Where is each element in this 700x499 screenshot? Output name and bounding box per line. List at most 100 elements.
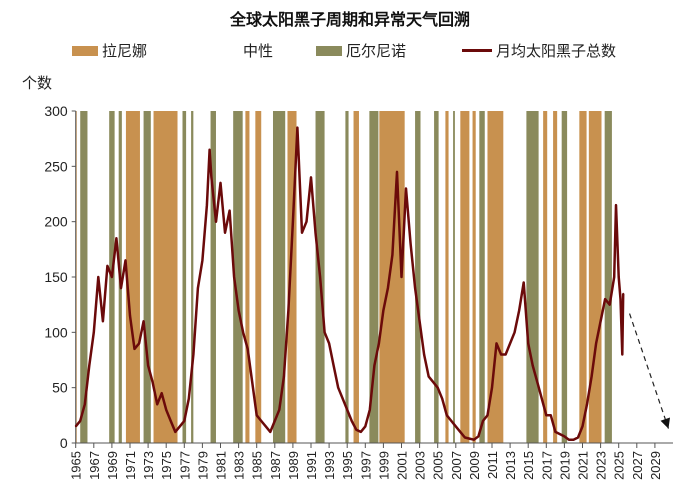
y-tick-label: 50 <box>52 380 68 396</box>
el-nino-band <box>434 111 439 443</box>
legend-item-neutral: 中性 <box>243 40 273 61</box>
sunspot-point <box>482 420 484 422</box>
x-tick-label: 1965 <box>69 451 84 480</box>
sunspot-point <box>269 431 272 433</box>
x-tick-label: 2023 <box>594 451 609 480</box>
sunspot-point <box>93 331 95 334</box>
la-nina-band <box>588 111 602 443</box>
sunspot-point <box>355 428 358 431</box>
sunspot-point <box>133 348 136 350</box>
sunspot-point <box>228 209 231 212</box>
sunspot-point <box>274 420 276 422</box>
legend-item-sunspot: 月均太阳黑子总数 <box>462 40 616 61</box>
sunspot-point <box>400 276 403 278</box>
sunspot-point <box>178 425 181 428</box>
sunspot-point <box>491 386 493 389</box>
y-tick-label: 0 <box>60 435 68 451</box>
sunspot-point <box>577 436 579 439</box>
sunspot-point <box>554 431 557 433</box>
x-tick-label: 1983 <box>232 451 247 480</box>
la-nina-band <box>445 111 449 443</box>
sunspot-point <box>619 298 622 300</box>
sunspot-point <box>563 435 566 438</box>
sunspot-point <box>246 348 249 350</box>
x-tick-label: 2029 <box>648 451 663 480</box>
el-nino-band <box>80 111 88 443</box>
sunspot-point <box>332 364 335 367</box>
sunspot-point <box>310 176 312 179</box>
sunspot-point <box>509 342 511 345</box>
sunspot-point <box>531 364 534 367</box>
x-tick-label: 1969 <box>105 451 120 480</box>
sunspot-point <box>622 292 625 295</box>
sunspot-point <box>559 433 561 435</box>
la-nina-band <box>579 111 587 443</box>
sunspot-point <box>319 276 321 278</box>
forecast-arrow-line <box>628 313 670 429</box>
sunspot-point <box>292 220 294 223</box>
sunspot-point <box>237 309 240 312</box>
legend-swatch-la-nina <box>72 45 98 56</box>
x-tick-label: 1989 <box>286 451 301 480</box>
sunspot-point <box>278 409 281 411</box>
sunspot-point <box>138 342 140 345</box>
legend-item-la-nina: 拉尼娜 <box>72 40 147 61</box>
sunspot-point <box>568 438 570 441</box>
legend-item-el-nino: 厄尔尼诺 <box>316 40 406 61</box>
la-nina-band <box>553 111 558 443</box>
sunspot-point <box>572 438 575 441</box>
sunspot-point <box>251 381 253 383</box>
sunspot-point <box>188 397 190 400</box>
x-tick-label: 1997 <box>358 451 373 480</box>
x-tick-label: 1975 <box>159 451 174 480</box>
sunspot-point <box>432 381 434 383</box>
sunspot-point <box>441 397 444 400</box>
sunspot-point <box>536 381 539 383</box>
sunspot-point <box>147 364 149 367</box>
sunspot-point <box>414 287 416 289</box>
la-nina-band <box>245 111 250 443</box>
sunspot-point <box>215 220 217 223</box>
legend: 拉尼娜 中性 厄尔尼诺 月均太阳黑子总数 <box>0 40 700 62</box>
sunspot-point <box>341 397 344 400</box>
el-nino-band <box>233 111 243 443</box>
sunspot-point <box>305 220 308 223</box>
x-tick-label: 2007 <box>449 451 464 480</box>
legend-line-sunspot <box>462 49 492 52</box>
la-nina-band <box>543 111 548 443</box>
sunspot-point <box>296 126 299 129</box>
sunspot-point <box>396 171 398 173</box>
sunspot-point <box>369 409 371 411</box>
sunspot-point <box>197 287 199 289</box>
y-tick-label: 250 <box>44 158 68 174</box>
sunspot-point <box>206 204 208 206</box>
x-tick-label: 1995 <box>340 451 355 480</box>
sunspot-point <box>540 397 543 400</box>
x-tick-label: 2009 <box>467 451 482 480</box>
sunspot-point <box>328 342 330 345</box>
sunspot-point <box>513 331 516 334</box>
sunspot-point <box>224 231 226 234</box>
sunspot-point <box>219 182 222 184</box>
sunspot-point <box>409 243 412 245</box>
sunspot-point <box>391 254 394 256</box>
x-tick-label: 1967 <box>87 451 102 480</box>
el-nino-band <box>191 111 194 443</box>
sunspot-point <box>301 231 303 234</box>
sunspot-point <box>423 353 425 356</box>
sunspot-point <box>174 431 177 433</box>
forecast-arrow-head <box>660 417 671 429</box>
sunspot-point <box>323 331 326 334</box>
x-tick-label: 2001 <box>395 451 410 480</box>
el-nino-band <box>526 111 539 443</box>
x-tick-label: 2025 <box>612 451 627 480</box>
sunspot-point <box>455 425 457 428</box>
y-tick-label: 200 <box>44 214 68 230</box>
sunspot-point <box>79 420 82 422</box>
x-tick-label: 2013 <box>503 451 518 480</box>
x-tick-label: 2003 <box>413 451 428 480</box>
la-nina-band <box>472 111 476 443</box>
sunspot-point <box>581 425 584 428</box>
